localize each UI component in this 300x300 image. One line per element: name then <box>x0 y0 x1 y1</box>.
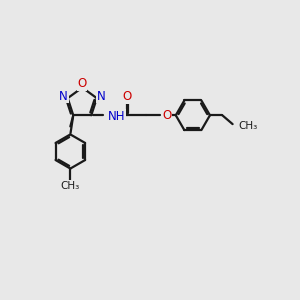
Text: O: O <box>78 77 87 90</box>
Text: CH₃: CH₃ <box>238 121 257 130</box>
Text: O: O <box>122 90 131 103</box>
Text: N: N <box>97 90 105 103</box>
Text: O: O <box>162 109 171 122</box>
Text: NH: NH <box>108 110 126 123</box>
Text: CH₃: CH₃ <box>61 181 80 190</box>
Text: N: N <box>59 90 68 103</box>
